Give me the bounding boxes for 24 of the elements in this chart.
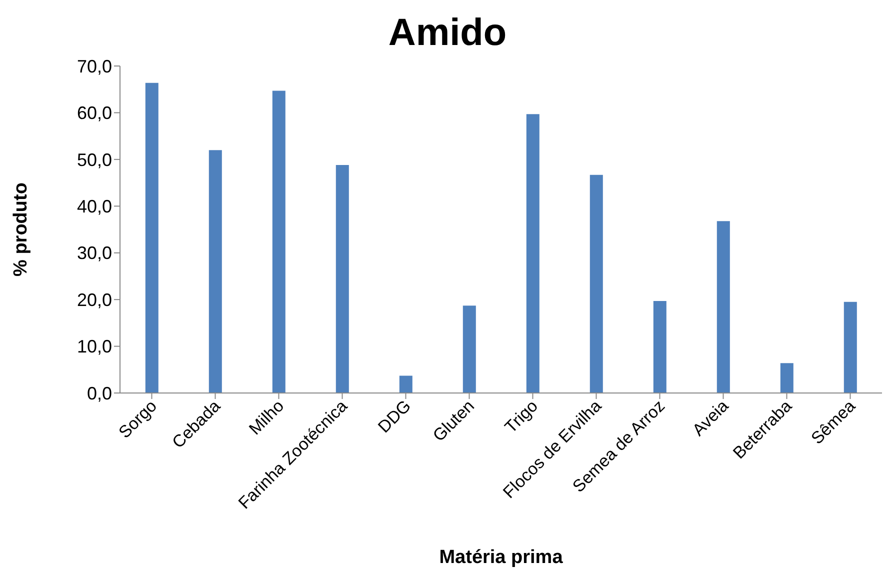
y-tick-label: 30,0: [76, 243, 112, 264]
y-axis-title: % produto: [10, 182, 32, 276]
bar: [653, 300, 666, 393]
y-tick-label: 60,0: [76, 103, 112, 124]
bar: [780, 363, 794, 393]
bar: [844, 302, 857, 393]
x-axis-title: Matéria prima: [439, 547, 564, 568]
bar: [716, 221, 730, 393]
bar: [526, 114, 540, 393]
bar: [462, 306, 476, 393]
chart-title: Amido: [387, 11, 508, 56]
y-tick-label: 0,0: [86, 383, 112, 404]
bar: [590, 174, 603, 393]
bar: [145, 82, 158, 393]
y-tick-label: 70,0: [76, 56, 112, 76]
y-tick-label: 10,0: [76, 336, 112, 357]
x-tick-label: Trigo: [501, 396, 542, 437]
y-tick-label: 50,0: [76, 150, 112, 170]
y-tick-label: 40,0: [76, 196, 112, 217]
y-tick-label: 20,0: [76, 290, 112, 310]
bar: [336, 165, 349, 393]
bar: [399, 376, 412, 393]
bar: [272, 90, 286, 393]
bar: [208, 150, 222, 393]
